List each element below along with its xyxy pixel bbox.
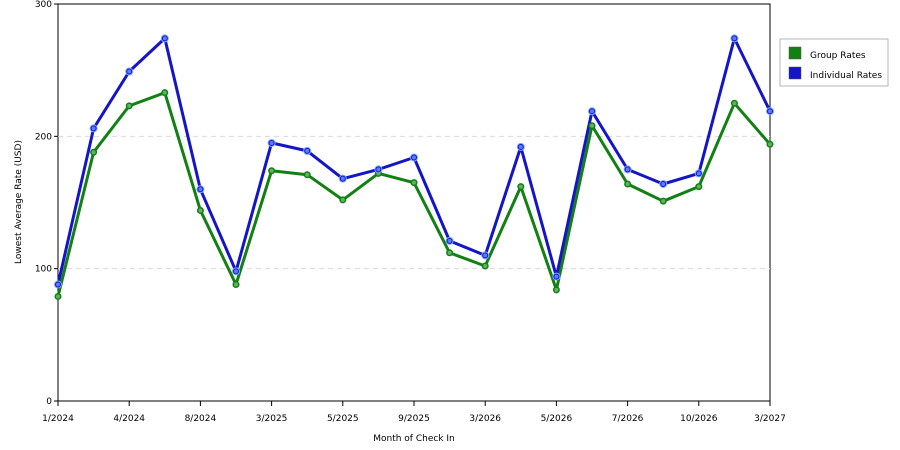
data-point-highlight-group-rates — [56, 294, 60, 299]
data-point-highlight-individual-rates — [447, 238, 452, 243]
y-tick-label: 100 — [35, 265, 52, 275]
data-point-highlight-group-rates — [625, 181, 630, 186]
data-point-highlight-group-rates — [91, 150, 96, 155]
data-point-highlight-group-rates — [162, 90, 167, 95]
data-point-highlight-group-rates — [590, 123, 594, 128]
legend-label-group-rates: Group Rates — [810, 51, 866, 61]
data-point-highlight-group-rates — [732, 101, 737, 106]
data-point-highlight-group-rates — [198, 208, 203, 213]
y-tick-label: 0 — [46, 397, 52, 407]
data-point-highlight-individual-rates — [234, 269, 238, 274]
x-tick-label: 5/2025 — [327, 414, 359, 424]
data-point-highlight-group-rates — [305, 172, 310, 177]
y-axis-ticks: 0 100 200 300 — [35, 0, 58, 407]
y-axis-title: Lowest Average Rate (USD) — [14, 140, 24, 264]
data-point-highlight-individual-rates — [198, 187, 203, 192]
data-point-highlight-individual-rates — [305, 148, 310, 153]
data-point-highlight-individual-rates — [518, 144, 523, 149]
legend-swatch-individual-rates — [788, 66, 802, 80]
x-tick-label: 8/2024 — [185, 414, 217, 424]
plot-area — [57, 3, 771, 402]
data-point-highlight-group-rates — [127, 103, 132, 108]
data-point-highlight-individual-rates — [732, 36, 737, 41]
data-point-highlight-group-rates — [768, 142, 772, 147]
x-tick-label: 9/2025 — [398, 414, 430, 424]
legend-swatch-group-rates — [788, 46, 802, 60]
data-point-highlight-individual-rates — [127, 69, 132, 74]
data-point-highlight-individual-rates — [625, 167, 630, 172]
x-axis-ticks: 1/2024 4/2024 8/2024 3/2025 5/2025 9/2025 3/20… — [42, 401, 786, 424]
data-point-highlight-group-rates — [518, 184, 523, 189]
x-axis-title: Month of Check In — [373, 434, 455, 444]
y-tick-label: 300 — [35, 0, 52, 10]
x-tick-label: 5/2026 — [541, 414, 573, 424]
x-tick-label: 7/2026 — [612, 414, 644, 424]
data-point-highlight-group-rates — [661, 199, 666, 204]
data-point-highlight-group-rates — [483, 264, 488, 269]
data-point-highlight-individual-rates — [56, 282, 60, 287]
x-tick-label: 10/2026 — [680, 414, 718, 424]
data-point-highlight-individual-rates — [162, 36, 167, 41]
data-point-highlight-group-rates — [269, 168, 274, 173]
legend-label-individual-rates: Individual Rates — [810, 71, 882, 81]
data-point-highlight-individual-rates — [269, 140, 274, 145]
legend: Group Rates Individual Rates — [779, 38, 889, 87]
data-point-highlight-individual-rates — [554, 274, 559, 279]
data-point-highlight-group-rates — [554, 287, 559, 292]
data-point-highlight-individual-rates — [412, 155, 416, 160]
data-point-highlight-group-rates — [696, 184, 701, 189]
data-point-highlight-individual-rates — [376, 167, 381, 172]
data-point-highlight-individual-rates — [340, 176, 345, 181]
x-tick-label: 3/2027 — [754, 414, 786, 424]
x-tick-label: 4/2024 — [113, 414, 145, 424]
data-point-highlight-individual-rates — [768, 109, 772, 114]
data-point-highlight-individual-rates — [661, 181, 666, 186]
x-tick-label: 3/2026 — [469, 414, 501, 424]
data-point-highlight-individual-rates — [483, 253, 488, 258]
data-point-highlight-individual-rates — [91, 126, 96, 131]
x-tick-label: 1/2024 — [42, 414, 74, 424]
data-point-highlight-group-rates — [340, 197, 345, 202]
data-point-highlight-group-rates — [447, 250, 452, 255]
data-point-highlight-individual-rates — [696, 171, 701, 176]
data-point-highlight-group-rates — [234, 282, 238, 287]
x-tick-label: 3/2025 — [256, 414, 288, 424]
data-point-highlight-individual-rates — [590, 109, 594, 114]
data-point-highlight-group-rates — [412, 180, 416, 185]
series-points — [54, 34, 774, 300]
y-tick-label: 200 — [35, 132, 52, 142]
